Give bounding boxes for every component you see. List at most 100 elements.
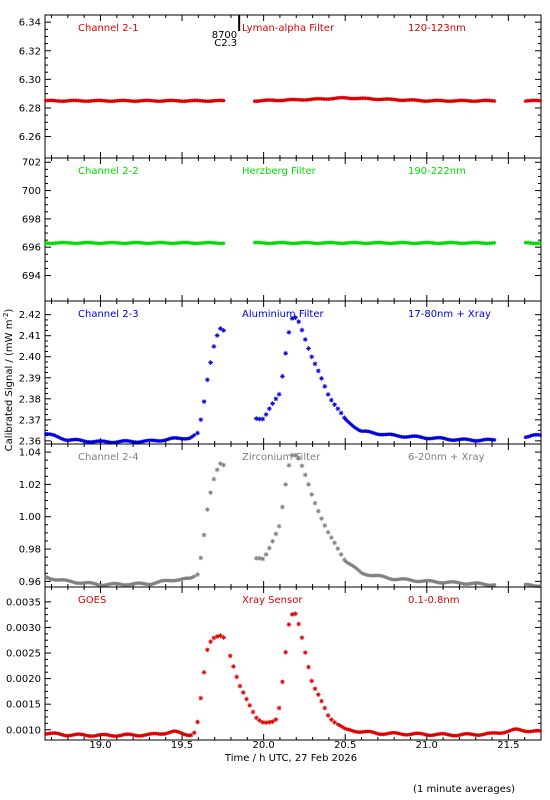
data-point <box>164 731 169 736</box>
data-point <box>293 452 298 458</box>
data-point <box>306 481 311 487</box>
data-point <box>362 572 366 576</box>
data-point <box>253 715 259 721</box>
data-point <box>221 462 227 468</box>
data-point <box>518 728 523 732</box>
data-point <box>347 420 352 425</box>
y-tick-label: 696 <box>22 243 41 254</box>
data-point <box>177 577 182 582</box>
data-point <box>174 729 179 734</box>
data-point <box>383 575 388 579</box>
data-point <box>266 545 272 551</box>
panels-group: 6.26 6.28 6.30 6.32 6.34 Channel 2-1 Lyman-alp… <box>6 14 543 741</box>
data-point <box>325 713 331 718</box>
data-point <box>420 435 425 440</box>
data-point <box>371 431 376 435</box>
data-point <box>445 732 450 737</box>
data-point <box>296 621 302 627</box>
data-point <box>192 574 197 579</box>
data-point <box>368 430 373 434</box>
data-point <box>360 571 365 576</box>
data-point <box>143 733 148 737</box>
data-point <box>237 683 243 689</box>
panel-3: 2.36 2.37 2.38 2.39 2.40 2.41 2.42 Channel 2-3 A… <box>19 300 543 447</box>
data-point <box>442 436 446 441</box>
data-point <box>479 581 484 586</box>
data-point <box>273 717 279 722</box>
data-point <box>296 319 302 325</box>
data-point <box>263 412 269 417</box>
y-tick-label: 700 <box>22 186 41 197</box>
x-tick-label: 21.5 <box>497 740 519 751</box>
data-point <box>296 455 302 461</box>
data-point <box>201 399 207 405</box>
data-point <box>149 582 154 587</box>
data-point <box>279 679 285 685</box>
data-point <box>208 490 214 496</box>
footnote: (1 minute averages) <box>413 784 515 795</box>
data-point <box>337 723 342 728</box>
data-point <box>204 647 210 653</box>
data-point <box>349 422 353 427</box>
data-point <box>260 719 266 725</box>
data-point <box>253 555 259 561</box>
data-point <box>302 472 308 478</box>
data-point <box>340 725 345 730</box>
data-point <box>349 728 353 733</box>
data-point <box>189 435 193 440</box>
data-point <box>352 729 357 734</box>
data-point <box>45 575 50 580</box>
data-point <box>443 436 448 441</box>
data-point <box>352 425 357 429</box>
data-point <box>56 731 61 736</box>
data-point <box>350 423 355 428</box>
data-point <box>345 727 350 732</box>
data-point <box>167 436 172 441</box>
data-point <box>79 438 84 443</box>
data-point <box>315 692 321 698</box>
data-point <box>55 434 60 439</box>
data-point <box>204 507 210 512</box>
data-point <box>335 546 341 552</box>
y-tick-label: 1.02 <box>19 480 41 491</box>
data-point <box>349 562 353 567</box>
channel-label: GOES <box>78 595 106 606</box>
data-point <box>507 729 512 733</box>
data-point <box>56 435 61 440</box>
channel-label: Channel 2-1 <box>78 23 139 34</box>
data-point <box>198 555 204 561</box>
data-point <box>65 578 69 583</box>
data-point <box>43 575 48 579</box>
panel-1: 6.26 6.28 6.30 6.32 6.34 Channel 2-1 Lyman-alp… <box>19 14 543 159</box>
data-point <box>227 653 233 659</box>
y-tick-label: 2.41 <box>19 331 41 342</box>
data-point <box>417 434 422 439</box>
data-point <box>525 435 530 439</box>
data-point <box>293 315 298 321</box>
data-point <box>315 368 321 374</box>
data-point <box>260 416 266 422</box>
data-point <box>167 730 172 735</box>
y-tick-label: 2.40 <box>19 352 41 363</box>
data-point <box>221 328 227 333</box>
data-point <box>283 649 289 655</box>
data-point <box>195 430 200 436</box>
data-point <box>180 731 185 736</box>
data-point <box>191 730 197 736</box>
panel-4: 0.96 0.98 1.00 1.02 1.04 Channel 2-4 Zirconium… <box>19 443 543 589</box>
data-point <box>341 415 347 421</box>
data-point <box>78 438 82 442</box>
data-point <box>208 360 214 365</box>
y-tick-label: 2.42 <box>19 310 41 321</box>
panel-frame <box>44 300 542 445</box>
data-point <box>221 241 226 246</box>
series-4 <box>43 452 543 589</box>
data-point <box>492 582 497 587</box>
data-point <box>289 452 295 458</box>
data-point <box>505 729 510 734</box>
data-point <box>211 344 217 349</box>
data-point <box>384 575 389 580</box>
data-point <box>198 695 204 701</box>
y-tick-label: 2.36 <box>19 436 41 447</box>
